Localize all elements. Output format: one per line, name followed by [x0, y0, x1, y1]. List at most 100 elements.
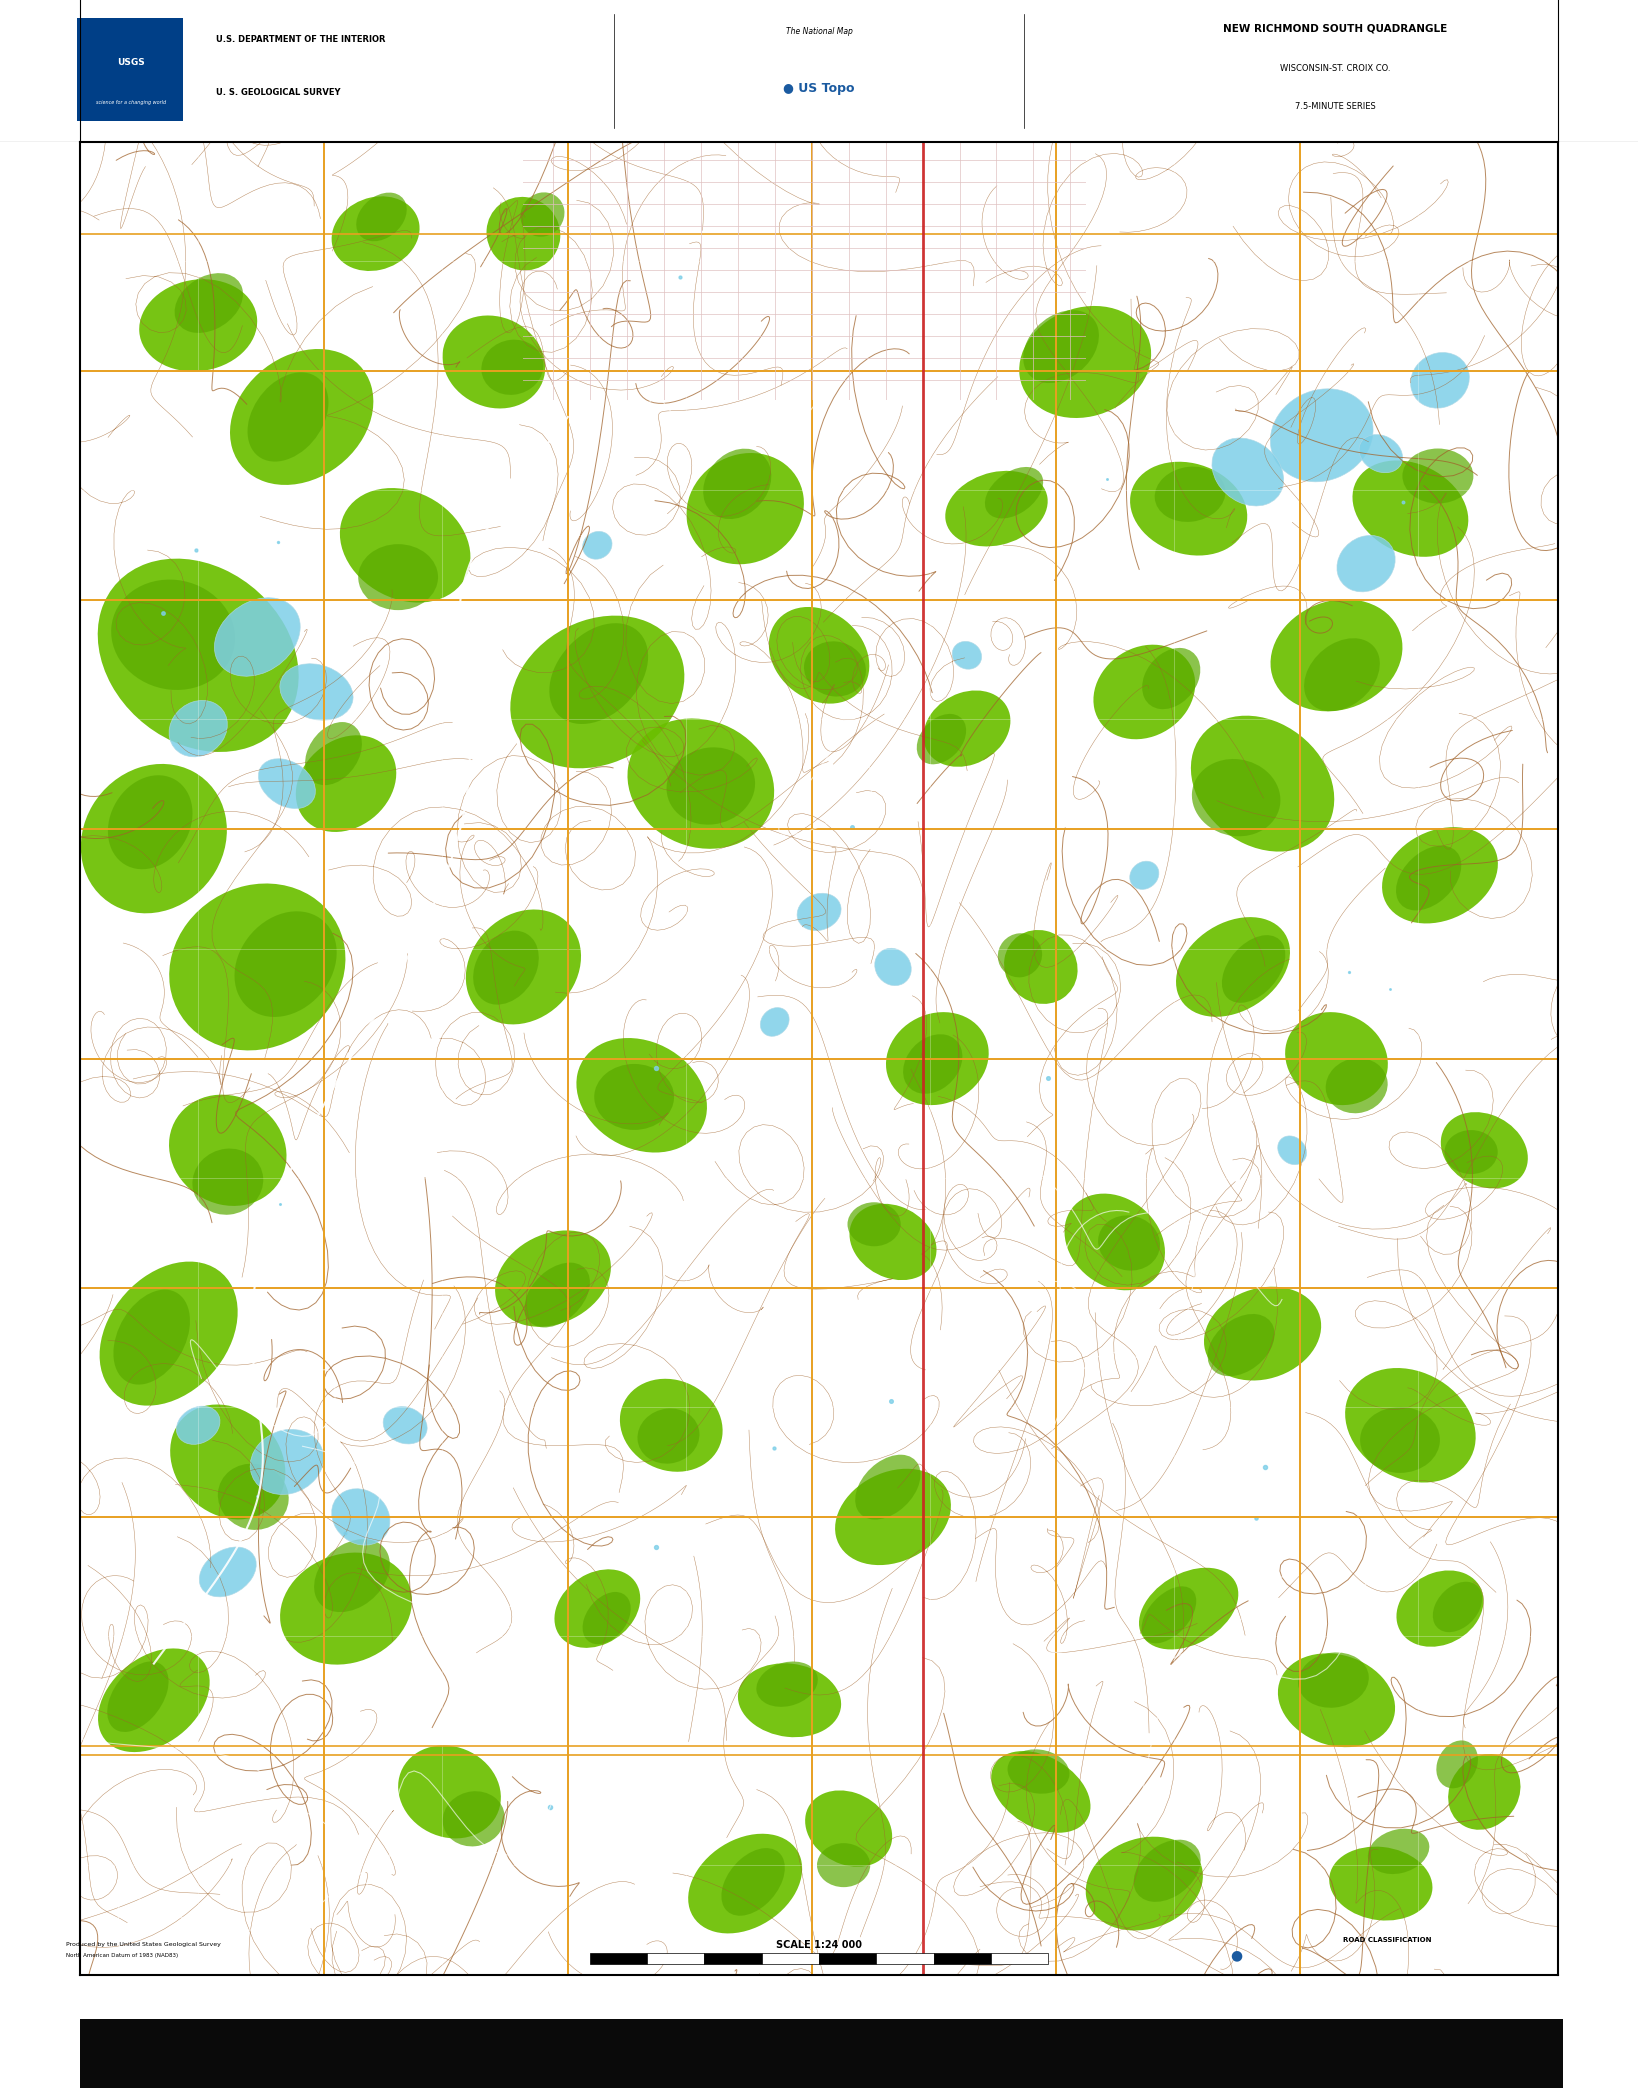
Ellipse shape [280, 664, 354, 720]
Ellipse shape [1360, 1407, 1440, 1472]
Ellipse shape [721, 1848, 785, 1915]
Ellipse shape [1297, 1652, 1369, 1708]
Ellipse shape [1155, 466, 1225, 522]
Ellipse shape [1130, 461, 1247, 555]
Ellipse shape [1086, 1837, 1202, 1931]
Ellipse shape [192, 1148, 264, 1215]
Ellipse shape [175, 274, 242, 332]
Ellipse shape [259, 758, 316, 808]
Ellipse shape [1271, 388, 1373, 482]
Ellipse shape [106, 1662, 169, 1731]
Ellipse shape [229, 349, 373, 484]
Ellipse shape [1004, 929, 1078, 1004]
Ellipse shape [473, 931, 539, 1004]
Ellipse shape [554, 1570, 640, 1647]
Ellipse shape [768, 608, 870, 704]
Ellipse shape [111, 580, 236, 689]
Text: ● US Topo: ● US Topo [783, 81, 855, 94]
Ellipse shape [847, 1203, 901, 1247]
Ellipse shape [737, 1664, 842, 1737]
Ellipse shape [760, 1009, 790, 1036]
Ellipse shape [331, 196, 419, 271]
Ellipse shape [619, 1378, 722, 1472]
Ellipse shape [442, 1792, 505, 1846]
Ellipse shape [1337, 535, 1396, 591]
Ellipse shape [247, 372, 329, 461]
Ellipse shape [924, 691, 1011, 766]
Ellipse shape [688, 1833, 803, 1933]
Ellipse shape [952, 641, 981, 670]
Ellipse shape [875, 948, 911, 986]
Ellipse shape [1448, 1754, 1520, 1829]
Ellipse shape [1397, 1570, 1484, 1647]
Ellipse shape [98, 560, 298, 752]
Ellipse shape [1325, 1059, 1387, 1113]
Ellipse shape [1368, 1829, 1430, 1875]
Ellipse shape [1278, 1136, 1307, 1165]
Ellipse shape [595, 1065, 675, 1130]
Bar [647, 1954, 704, 1965]
Ellipse shape [577, 1038, 708, 1153]
Ellipse shape [903, 1034, 963, 1094]
Ellipse shape [1328, 1846, 1433, 1921]
Ellipse shape [855, 1455, 921, 1520]
Text: SCALE 1:24 000: SCALE 1:24 000 [776, 1940, 862, 1950]
Bar [819, 1954, 876, 1965]
Ellipse shape [511, 616, 685, 768]
Ellipse shape [1304, 639, 1379, 712]
Text: U.S. DEPARTMENT OF THE INTERIOR: U.S. DEPARTMENT OF THE INTERIOR [216, 35, 385, 44]
Ellipse shape [169, 883, 346, 1050]
Ellipse shape [637, 1409, 699, 1464]
Ellipse shape [835, 1468, 952, 1566]
Ellipse shape [1437, 1741, 1477, 1787]
Ellipse shape [817, 1844, 870, 1888]
Ellipse shape [1097, 1215, 1160, 1272]
Ellipse shape [1212, 438, 1284, 505]
Ellipse shape [1360, 434, 1402, 472]
Text: North American Datum of 1983 (NAD83): North American Datum of 1983 (NAD83) [66, 1952, 177, 1959]
Text: U. S. GEOLOGICAL SURVEY: U. S. GEOLOGICAL SURVEY [216, 88, 341, 96]
Ellipse shape [398, 1746, 501, 1837]
Bar [77, 19, 183, 121]
Ellipse shape [280, 1553, 413, 1664]
Ellipse shape [1402, 449, 1473, 503]
Ellipse shape [917, 714, 966, 764]
Ellipse shape [234, 910, 337, 1017]
Ellipse shape [1286, 1013, 1387, 1105]
Ellipse shape [1142, 1587, 1196, 1643]
Text: WISCONSIN-ST. CROIX CO.: WISCONSIN-ST. CROIX CO. [1279, 63, 1391, 73]
Ellipse shape [583, 1591, 631, 1643]
Ellipse shape [1142, 647, 1201, 710]
Ellipse shape [524, 1263, 590, 1328]
Ellipse shape [1382, 827, 1497, 923]
Ellipse shape [98, 1647, 210, 1752]
Ellipse shape [667, 748, 755, 825]
Ellipse shape [521, 192, 565, 236]
Ellipse shape [1204, 1286, 1322, 1380]
Ellipse shape [1345, 1368, 1476, 1482]
Ellipse shape [583, 530, 613, 560]
Text: ROAD CLASSIFICATION: ROAD CLASSIFICATION [1343, 1938, 1432, 1944]
Ellipse shape [806, 1789, 893, 1867]
Text: science for a changing world: science for a changing world [97, 100, 165, 104]
Ellipse shape [686, 453, 804, 564]
Text: Produced by the United States Geological Survey: Produced by the United States Geological… [66, 1942, 221, 1946]
Ellipse shape [465, 910, 581, 1025]
Ellipse shape [355, 192, 406, 242]
Ellipse shape [80, 764, 228, 912]
Ellipse shape [757, 1662, 817, 1706]
Ellipse shape [482, 340, 544, 395]
Ellipse shape [549, 622, 649, 725]
Ellipse shape [170, 1405, 285, 1520]
Ellipse shape [442, 315, 545, 409]
Bar [934, 1954, 991, 1965]
Ellipse shape [177, 1405, 219, 1445]
Ellipse shape [1410, 353, 1469, 407]
Text: The National Map: The National Map [786, 27, 852, 35]
Ellipse shape [1192, 760, 1281, 837]
Ellipse shape [215, 597, 300, 677]
Bar [704, 1954, 762, 1965]
Ellipse shape [169, 699, 228, 756]
Ellipse shape [703, 449, 771, 520]
Ellipse shape [991, 1752, 1091, 1833]
